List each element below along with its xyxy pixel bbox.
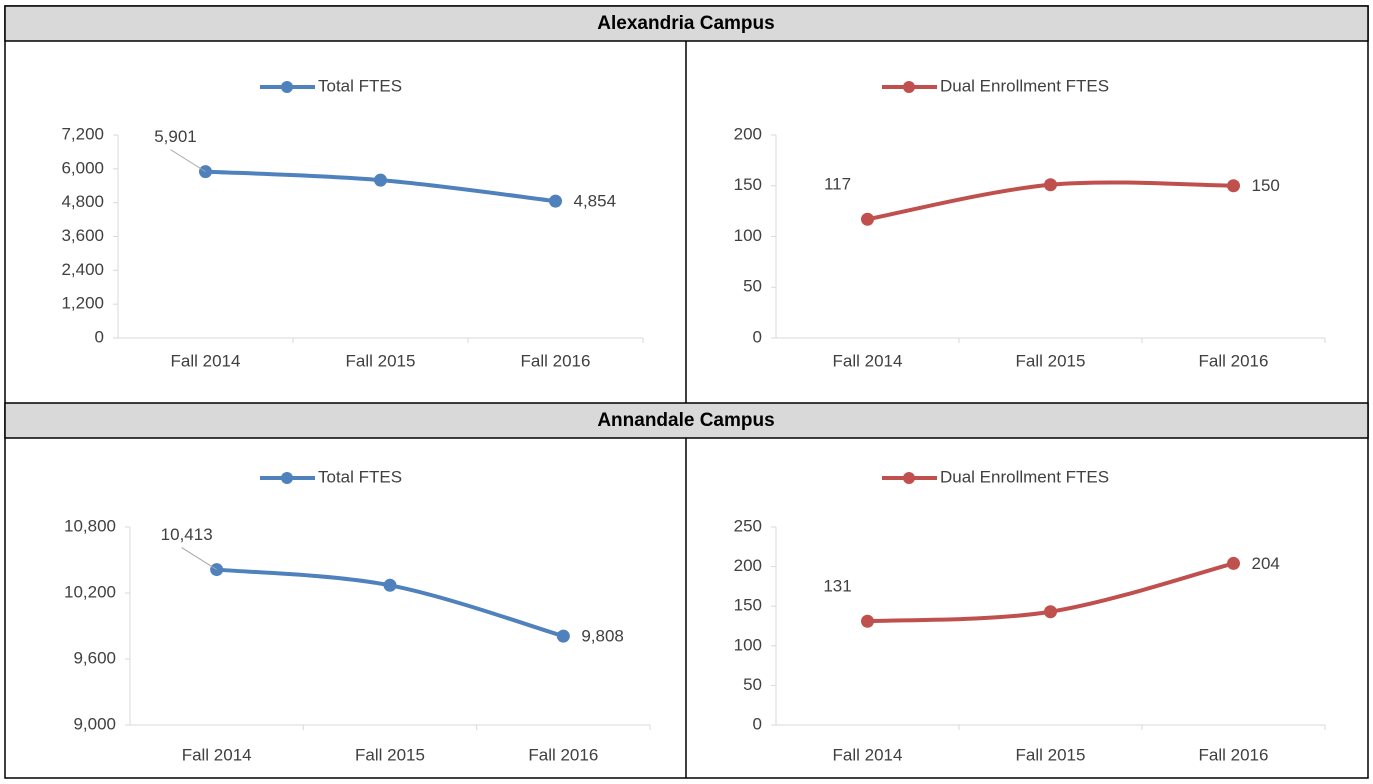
point <box>1044 605 1057 619</box>
data-label: 150 <box>1252 176 1280 195</box>
y-tick-label: 100 <box>734 226 762 245</box>
point <box>374 173 387 187</box>
y-tick-label: 0 <box>753 714 762 733</box>
section-title: Annandale Campus <box>597 410 774 431</box>
leader-line <box>181 547 217 570</box>
y-tick-label: 200 <box>734 556 762 575</box>
point <box>1044 178 1057 192</box>
y-tick-label: 0 <box>753 327 762 346</box>
x-tick-label: Fall 2014 <box>171 351 241 370</box>
y-tick-label: 1,200 <box>61 294 104 313</box>
y-tick-label: 6,000 <box>61 158 104 177</box>
legend-marker <box>281 81 293 93</box>
section-header <box>4 5 1369 42</box>
y-tick-label: 2,400 <box>61 260 104 279</box>
legend-label: Total FTES <box>318 467 402 486</box>
y-tick-label: 200 <box>734 124 762 143</box>
data-label: 9,808 <box>581 627 624 646</box>
x-tick-label: Fall 2015 <box>346 351 416 370</box>
point <box>556 629 570 643</box>
x-tick-label: Fall 2014 <box>833 351 903 370</box>
y-tick-label: 9,000 <box>73 714 116 733</box>
point <box>1227 179 1240 193</box>
x-tick-label: Fall 2015 <box>355 745 425 764</box>
y-tick-label: 50 <box>743 675 762 694</box>
point <box>383 578 397 592</box>
data-label: 4,854 <box>574 192 617 211</box>
legend-marker <box>281 472 293 484</box>
x-tick-label: Fall 2016 <box>528 745 598 764</box>
y-tick-label: 9,600 <box>73 648 116 667</box>
y-tick-label: 150 <box>734 596 762 615</box>
legend-label: Dual Enrollment FTES <box>940 76 1109 95</box>
y-tick-label: 50 <box>743 277 762 296</box>
y-tick-label: 250 <box>734 516 762 535</box>
y-tick-label: 10,200 <box>64 582 116 601</box>
point <box>861 614 874 628</box>
point <box>1227 556 1240 570</box>
legend-marker <box>903 472 915 484</box>
legend-marker <box>903 81 915 93</box>
point <box>861 212 874 226</box>
y-tick-label: 7,200 <box>61 124 104 143</box>
data-label: 204 <box>1252 554 1280 573</box>
x-tick-label: Fall 2016 <box>521 351 591 370</box>
legend-label: Total FTES <box>318 76 402 95</box>
point <box>549 194 562 208</box>
y-tick-label: 150 <box>734 175 762 194</box>
data-label: 117 <box>824 175 851 194</box>
data-label: 5,901 <box>154 127 197 146</box>
x-tick-label: Fall 2014 <box>182 745 252 764</box>
y-tick-label: 100 <box>734 635 762 654</box>
x-tick-label: Fall 2016 <box>1199 745 1269 764</box>
x-tick-label: Fall 2015 <box>1016 351 1086 370</box>
y-tick-label: 3,600 <box>61 226 104 245</box>
x-tick-label: Fall 2014 <box>833 745 903 764</box>
y-tick-label: 4,800 <box>61 192 104 211</box>
x-tick-label: Fall 2015 <box>1016 745 1086 764</box>
data-label: 10,413 <box>161 525 213 544</box>
section-title: Alexandria Campus <box>597 13 774 34</box>
y-tick-label: 0 <box>95 327 104 346</box>
y-tick-label: 10,800 <box>64 516 116 535</box>
legend-label: Dual Enrollment FTES <box>940 467 1109 486</box>
data-label: 131 <box>823 577 851 596</box>
x-tick-label: Fall 2016 <box>1199 351 1269 370</box>
leader-line <box>170 149 206 173</box>
